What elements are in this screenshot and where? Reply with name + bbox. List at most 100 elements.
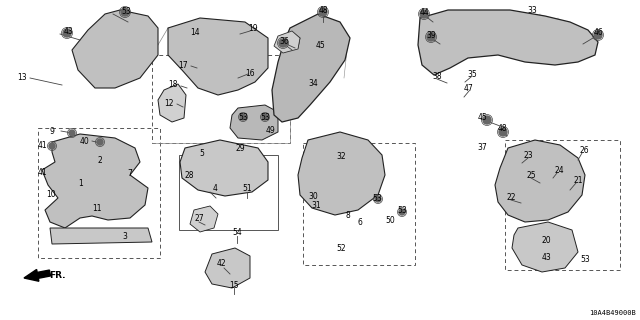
- Bar: [179, 155, 278, 230]
- Polygon shape: [274, 31, 300, 53]
- Text: 24: 24: [554, 165, 564, 174]
- Polygon shape: [72, 10, 158, 88]
- Text: 12: 12: [164, 99, 173, 108]
- Polygon shape: [205, 248, 250, 288]
- Polygon shape: [276, 32, 300, 52]
- Polygon shape: [272, 14, 350, 122]
- Text: 45: 45: [315, 41, 325, 50]
- Circle shape: [63, 29, 71, 37]
- Text: 30: 30: [308, 191, 318, 201]
- Polygon shape: [168, 18, 268, 95]
- Polygon shape: [190, 206, 218, 232]
- Circle shape: [97, 139, 103, 145]
- Text: 23: 23: [523, 150, 533, 159]
- Text: 43: 43: [63, 27, 73, 36]
- Text: 31: 31: [311, 201, 321, 210]
- Text: 41: 41: [37, 167, 47, 177]
- Text: 34: 34: [308, 78, 318, 87]
- Text: 43: 43: [542, 253, 552, 262]
- Polygon shape: [42, 134, 148, 228]
- Text: 10A4B49000B: 10A4B49000B: [589, 310, 636, 316]
- Text: 38: 38: [432, 71, 442, 81]
- Text: 32: 32: [336, 151, 346, 161]
- Polygon shape: [158, 84, 186, 122]
- Text: 33: 33: [527, 5, 537, 14]
- Text: 36: 36: [279, 36, 289, 45]
- Text: 19: 19: [248, 23, 258, 33]
- Text: 2: 2: [98, 156, 102, 164]
- Text: 53: 53: [580, 254, 590, 263]
- Text: 14: 14: [190, 28, 200, 36]
- Text: 5: 5: [200, 148, 204, 157]
- Text: 50: 50: [385, 215, 395, 225]
- Circle shape: [427, 33, 435, 41]
- Text: 53: 53: [372, 194, 382, 203]
- Bar: [303, 143, 415, 265]
- Polygon shape: [512, 222, 578, 272]
- Polygon shape: [180, 140, 268, 196]
- Text: 13: 13: [17, 73, 27, 82]
- Circle shape: [262, 114, 268, 120]
- Text: 1: 1: [79, 179, 83, 188]
- Text: 40: 40: [80, 137, 90, 146]
- Text: 7: 7: [127, 169, 132, 178]
- Circle shape: [499, 128, 507, 136]
- Text: 53: 53: [238, 113, 248, 122]
- Text: 44: 44: [419, 7, 429, 17]
- Text: 53: 53: [121, 6, 131, 15]
- Text: 48: 48: [497, 124, 507, 132]
- Polygon shape: [495, 140, 585, 222]
- Text: 25: 25: [526, 171, 536, 180]
- Text: 8: 8: [346, 211, 350, 220]
- Text: 3: 3: [123, 231, 127, 241]
- Text: 27: 27: [194, 213, 204, 222]
- Text: 47: 47: [464, 84, 474, 92]
- Text: FR.: FR.: [49, 271, 65, 281]
- Circle shape: [49, 143, 55, 149]
- Text: 53: 53: [397, 205, 407, 214]
- Polygon shape: [230, 105, 278, 140]
- Text: 54: 54: [232, 228, 242, 236]
- Circle shape: [483, 116, 491, 124]
- Bar: [38, 128, 160, 258]
- Circle shape: [399, 209, 405, 215]
- Text: 16: 16: [245, 68, 255, 77]
- Text: 51: 51: [242, 183, 252, 193]
- Text: 20: 20: [541, 236, 551, 244]
- Text: 39: 39: [426, 30, 436, 39]
- Circle shape: [319, 8, 327, 16]
- Text: 46: 46: [593, 28, 603, 36]
- Circle shape: [420, 10, 428, 18]
- Circle shape: [240, 114, 246, 120]
- Text: 21: 21: [573, 175, 583, 185]
- Polygon shape: [50, 228, 152, 244]
- Text: 29: 29: [235, 143, 245, 153]
- Text: 22: 22: [506, 193, 516, 202]
- Circle shape: [594, 31, 602, 39]
- Text: 45: 45: [477, 113, 487, 122]
- Circle shape: [375, 196, 381, 202]
- Circle shape: [121, 8, 129, 16]
- Text: 35: 35: [467, 69, 477, 78]
- Text: 42: 42: [216, 260, 226, 268]
- FancyArrow shape: [24, 269, 51, 281]
- Polygon shape: [298, 132, 385, 215]
- Text: 9: 9: [49, 126, 54, 135]
- Text: 15: 15: [229, 281, 239, 290]
- Text: 26: 26: [579, 146, 589, 155]
- Text: 37: 37: [477, 142, 487, 151]
- Text: 18: 18: [168, 79, 178, 89]
- Text: 48: 48: [318, 5, 328, 14]
- Bar: [505, 140, 620, 270]
- Text: 4: 4: [212, 183, 218, 193]
- Bar: [152, 55, 290, 143]
- Circle shape: [279, 39, 287, 47]
- Polygon shape: [418, 10, 598, 75]
- Text: 10: 10: [46, 189, 56, 198]
- Circle shape: [69, 130, 75, 136]
- Text: 6: 6: [358, 218, 362, 227]
- Text: 49: 49: [265, 125, 275, 134]
- Text: 41: 41: [37, 140, 47, 149]
- Text: 53: 53: [260, 113, 270, 122]
- Text: 52: 52: [336, 244, 346, 252]
